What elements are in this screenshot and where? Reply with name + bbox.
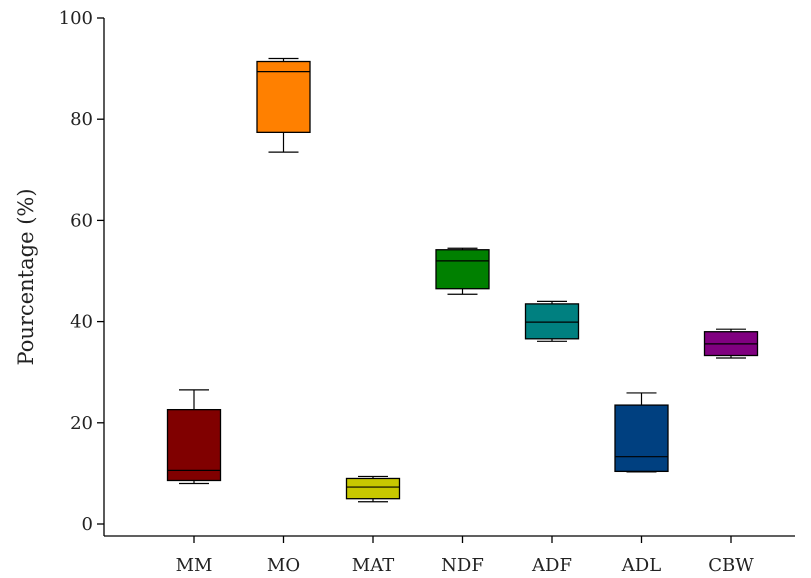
x-tick-label: CBW — [708, 555, 754, 576]
y-tick-label: 100 — [59, 8, 93, 29]
box-body — [614, 404, 669, 473]
y-tick-label: 80 — [70, 109, 93, 130]
box-mo — [256, 57, 311, 153]
x-tick-label: ADL — [621, 555, 661, 576]
y-ticks: 0 20 40 60 80 100 — [59, 8, 104, 535]
y-axis-title: Pourcentage (%) — [14, 188, 38, 365]
box-body — [256, 60, 311, 134]
y-tick-label: 0 — [82, 514, 93, 535]
box-adf — [524, 300, 580, 342]
x-ticks: MM MO MAT NDF ADF ADL CBW — [176, 536, 754, 576]
x-tick-label: ADF — [531, 555, 572, 576]
box-body — [435, 249, 490, 290]
box-adl — [614, 392, 669, 473]
y-tick-label: 60 — [70, 210, 93, 231]
box-body — [524, 303, 580, 340]
box-mm — [166, 389, 222, 485]
axes — [103, 18, 795, 537]
box-cbw — [703, 328, 759, 359]
y-tick-label: 20 — [70, 413, 93, 434]
x-tick-label: MO — [267, 555, 300, 576]
box-ndf — [435, 247, 490, 295]
plot-area — [166, 57, 759, 503]
box-body — [345, 477, 401, 500]
x-tick-label: MAT — [352, 555, 394, 576]
box-mat — [345, 475, 401, 503]
box-body — [166, 408, 222, 482]
x-tick-label: MM — [176, 555, 213, 576]
y-tick-label: 40 — [70, 312, 93, 333]
x-tick-label: NDF — [441, 555, 484, 576]
